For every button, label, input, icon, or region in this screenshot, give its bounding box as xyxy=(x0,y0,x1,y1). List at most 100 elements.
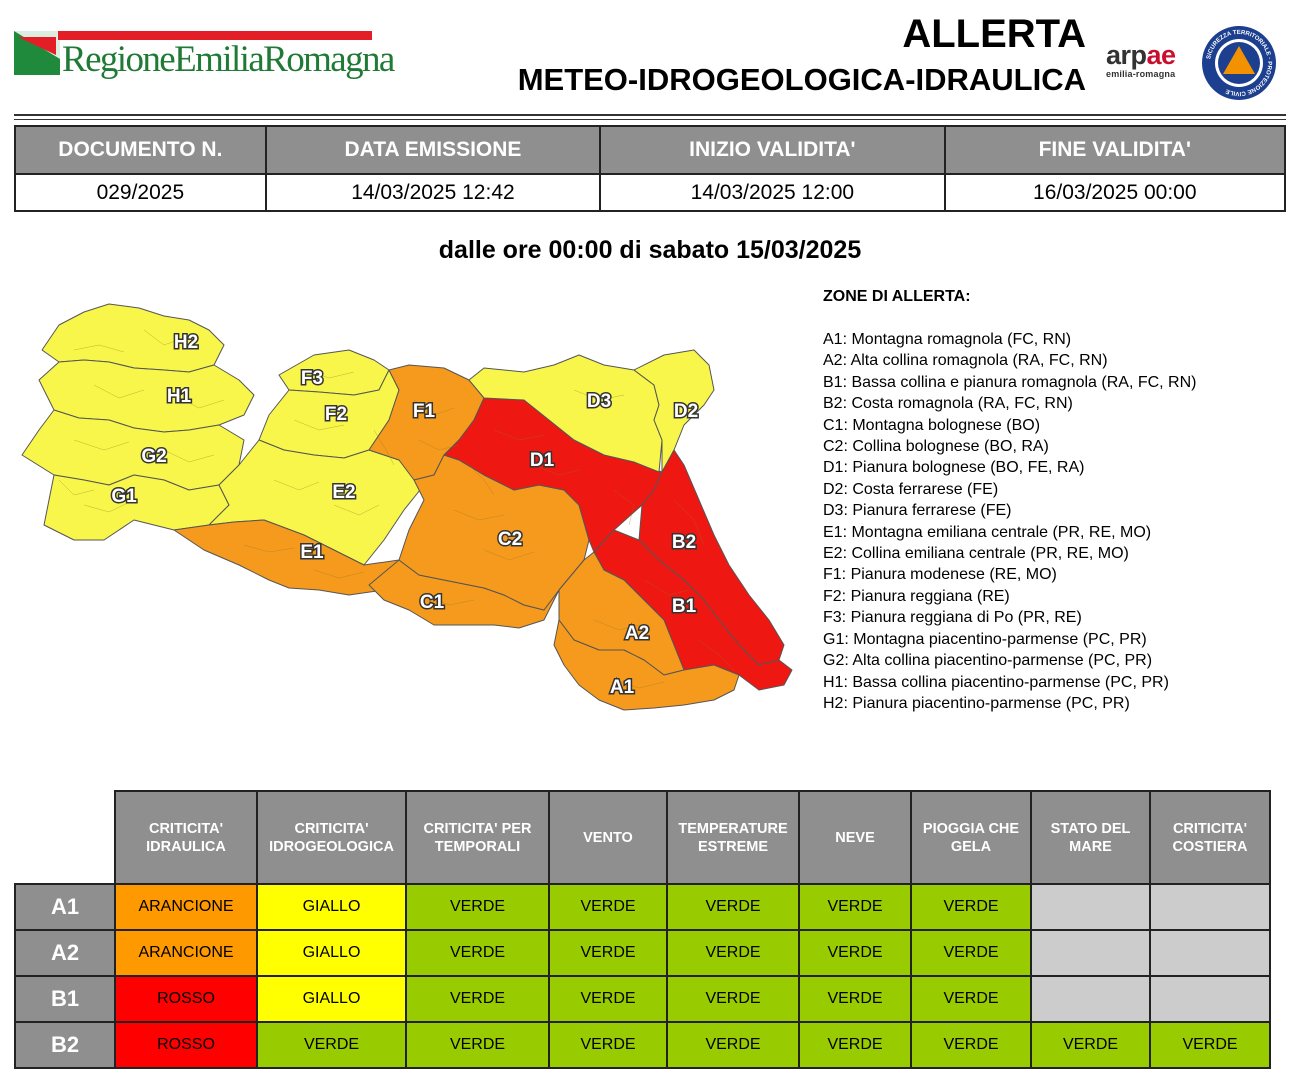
municipal-boundary-line xyxy=(593,619,640,631)
risk-level-cell: VERDE xyxy=(256,1021,407,1069)
zone-legend-item: F1: Pianura modenese (RE, MO) xyxy=(823,566,1057,584)
municipal-boundary-line xyxy=(93,384,145,399)
zone-legend-item: B1: Bassa collina e pianura romagnola (R… xyxy=(823,373,1197,391)
risk-level-cell: VERDE xyxy=(798,929,912,977)
municipal-boundary-line xyxy=(373,429,395,466)
zone-legend-item: G2: Alta collina piacentino-parmense (PC… xyxy=(823,652,1153,670)
municipal-boundary-line xyxy=(413,399,455,416)
municipal-boundary-line xyxy=(613,489,635,526)
validity-period-line: dalle ore 00:00 di sabato 15/03/2025 xyxy=(438,236,862,264)
risk-header-line: TEMPERATURE xyxy=(678,820,788,837)
municipal-boundary-line xyxy=(273,479,320,491)
municipal-boundary-line xyxy=(463,459,495,496)
zone-legend-item: D1: Pianura bolognese (BO, FE, RA) xyxy=(823,459,1085,477)
risk-level-cell: VERDE xyxy=(548,929,668,977)
risk-level-cell xyxy=(1149,975,1271,1023)
map-zone-label: D1 xyxy=(530,450,555,471)
zone-legend-item: C2: Collina bolognese (BO, RA) xyxy=(823,438,1049,456)
arpae-logo: arpae emilia-romagna xyxy=(1106,40,1192,86)
risk-level-cell xyxy=(1149,883,1271,931)
risk-header-line: COSTIERA xyxy=(1172,838,1248,855)
alert-subtitle: METEO-IDROGEOLOGICA-IDRAULICA xyxy=(517,62,1086,97)
risk-level-cell: VERDE xyxy=(548,1021,668,1069)
risk-header-snow: NEVE xyxy=(798,790,912,885)
risk-level-cell: VERDE xyxy=(666,929,800,977)
zone-legend-item: A1: Montagna romagnola (FC, RN) xyxy=(823,331,1072,348)
map-zone-label: C2 xyxy=(498,529,522,550)
map-zone-label: B1 xyxy=(672,596,697,617)
municipal-boundary-line xyxy=(303,369,355,379)
risk-level-cell: VERDE xyxy=(666,1021,800,1069)
risk-header-line: CRITICITA' xyxy=(1172,820,1248,837)
risk-header-line: MARE xyxy=(1069,838,1112,855)
zone-legend-item: F3: Pianura reggiana di Po (PR, RE) xyxy=(823,609,1082,627)
risk-header-line: CRITICITA' xyxy=(148,820,224,837)
risk-header-freezing-rain: PIOGGIA CHE GELA xyxy=(910,790,1032,885)
risk-header-coastal: CRITICITA' COSTIERA xyxy=(1149,790,1271,885)
validity-start-value: 14/03/2025 12:00 xyxy=(599,173,946,212)
regione-logo-bar xyxy=(58,31,372,40)
municipal-boundary-line xyxy=(73,344,125,353)
issue-date-value: 14/03/2025 12:42 xyxy=(264,173,602,212)
risk-level-cell: VERDE xyxy=(910,883,1032,931)
risk-header-line: CRITICITA' PER xyxy=(423,820,532,837)
zone-legend-item: A2: Alta collina romagnola (RA, FC, RN) xyxy=(823,352,1108,370)
risk-header-line: PIOGGIA CHE xyxy=(922,820,1020,837)
issue-date-header: DATA EMISSIONE xyxy=(264,125,602,175)
doc-number-value: 029/2025 xyxy=(14,173,267,212)
risk-level-cell: VERDE xyxy=(666,975,800,1023)
arpae-logo-name: arpae xyxy=(1106,40,1176,70)
map-zone-label: E1 xyxy=(300,542,324,563)
arpae-logo-sub: emilia-romagna xyxy=(1106,69,1176,79)
zone-legend-item: D2: Costa ferrarese (FE) xyxy=(823,480,999,498)
map-zone-label: G1 xyxy=(111,486,137,507)
map-zone-f3 xyxy=(278,349,390,396)
doc-number-header: DOCUMENTO N. xyxy=(14,125,267,175)
risk-level-cell: VERDE xyxy=(405,975,550,1023)
alert-title: ALLERTA xyxy=(902,12,1086,56)
municipal-boundary-line xyxy=(573,389,625,401)
municipal-boundary-line xyxy=(313,569,365,579)
risk-level-cell: VERDE xyxy=(405,883,550,931)
risk-header-hydraulic: CRITICITA' IDRAULICA xyxy=(114,790,258,885)
risk-header-line: TEMPORALI xyxy=(434,838,521,855)
municipal-boundary-line xyxy=(73,439,130,451)
risk-header-wind: VENTO xyxy=(548,790,668,885)
risk-level-cell: GIALLO xyxy=(256,975,407,1023)
municipal-boundary-line xyxy=(58,479,95,496)
risk-level-cell: ARANCIONE xyxy=(114,883,258,931)
map-zone-label: E2 xyxy=(332,482,355,503)
municipal-boundary-line xyxy=(483,549,535,561)
risk-level-cell: VERDE xyxy=(666,883,800,931)
risk-header-hydrogeological: CRITICITA' IDROGEOLOGICA xyxy=(256,790,407,885)
municipal-boundary-line xyxy=(243,544,295,553)
risk-level-cell: VERDE xyxy=(548,883,668,931)
risk-header-line: VENTO xyxy=(583,829,633,846)
municipal-boundary-line xyxy=(673,499,705,546)
validity-start-header: INIZIO VALIDITA' xyxy=(599,125,946,175)
zones-legend-list: A1: Montagna romagnola (FC, RN) A2: Alta … xyxy=(823,329,1293,714)
municipal-boundary-line xyxy=(163,449,215,463)
municipal-boundary-line xyxy=(173,394,225,409)
risk-level-cell: VERDE xyxy=(798,1021,912,1069)
municipal-boundary-line xyxy=(643,579,690,596)
zone-legend-item: H2: Pianura piacentino-parmense (PC, PR) xyxy=(823,694,1130,712)
regione-logo-text: RegioneEmiliaRomagna xyxy=(62,39,395,80)
municipal-boundary-line xyxy=(83,499,135,513)
risk-level-cell: ARANCIONE xyxy=(114,929,258,977)
map-zone-label: B2 xyxy=(672,532,696,553)
map-zone-label: F2 xyxy=(325,404,347,425)
map-zone-label: G2 xyxy=(141,446,166,467)
risk-header-sea-state: STATO DEL MARE xyxy=(1030,790,1151,885)
map-zone-a1 xyxy=(553,619,740,711)
map-zone-label: H2 xyxy=(174,332,198,353)
map-zone-label: A2 xyxy=(625,623,649,644)
header-divider-thin xyxy=(14,119,1286,120)
map-zone-label: C1 xyxy=(420,592,445,613)
map-zone-label: D3 xyxy=(587,391,611,412)
map-zone-label: F1 xyxy=(413,401,436,422)
risk-level-cell xyxy=(1030,883,1151,931)
regione-emilia-romagna-logo: RegioneEmiliaRomagna xyxy=(14,28,395,84)
